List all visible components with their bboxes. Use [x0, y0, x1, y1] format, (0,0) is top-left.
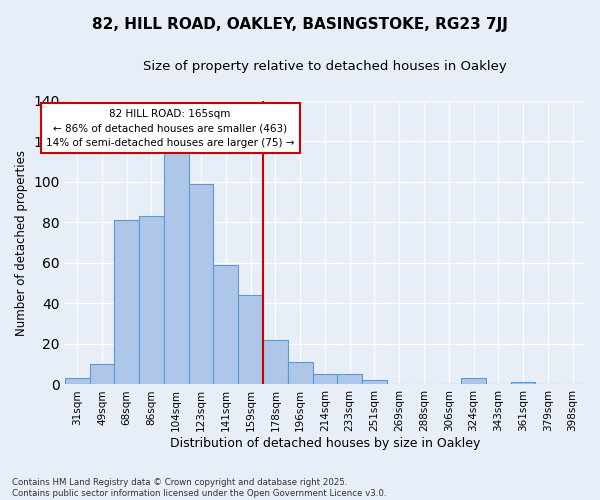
Bar: [313, 374, 337, 384]
Bar: [214, 265, 238, 384]
Title: Size of property relative to detached houses in Oakley: Size of property relative to detached ho…: [143, 60, 507, 73]
Bar: [511, 382, 535, 384]
Text: 82, HILL ROAD, OAKLEY, BASINGSTOKE, RG23 7JJ: 82, HILL ROAD, OAKLEY, BASINGSTOKE, RG23…: [92, 18, 508, 32]
Bar: [238, 295, 263, 384]
Y-axis label: Number of detached properties: Number of detached properties: [15, 150, 28, 336]
Bar: [139, 216, 164, 384]
Bar: [188, 184, 214, 384]
Bar: [164, 149, 188, 384]
Bar: [263, 340, 288, 384]
Bar: [461, 378, 486, 384]
Bar: [288, 362, 313, 384]
Text: Contains HM Land Registry data © Crown copyright and database right 2025.
Contai: Contains HM Land Registry data © Crown c…: [12, 478, 386, 498]
Bar: [115, 220, 139, 384]
Text: 82 HILL ROAD: 165sqm
← 86% of detached houses are smaller (463)
14% of semi-deta: 82 HILL ROAD: 165sqm ← 86% of detached h…: [46, 108, 295, 148]
Bar: [362, 380, 387, 384]
Bar: [65, 378, 89, 384]
Bar: [337, 374, 362, 384]
Bar: [89, 364, 115, 384]
X-axis label: Distribution of detached houses by size in Oakley: Distribution of detached houses by size …: [170, 437, 480, 450]
